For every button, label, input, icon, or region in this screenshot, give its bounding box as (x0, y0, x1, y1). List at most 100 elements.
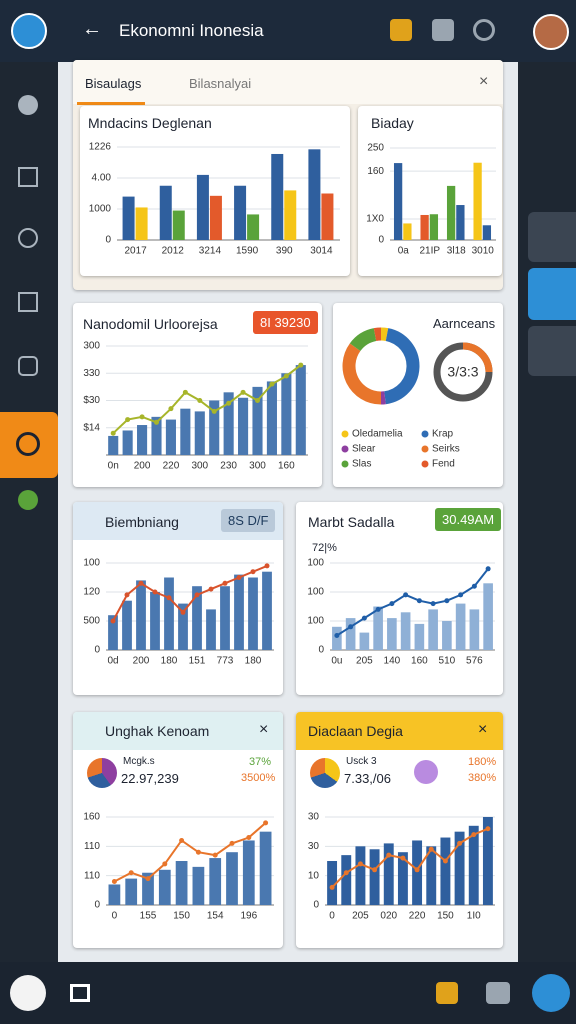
mini-pie (310, 758, 340, 788)
donut-segment (383, 328, 420, 405)
legend-label: Slear (352, 444, 376, 455)
tab[interactable]: Bilasnalyai (189, 76, 252, 91)
tab[interactable]: Bisaulags (85, 76, 142, 91)
bar (122, 196, 135, 240)
bar (393, 163, 403, 240)
card: Nanodomil Urloorejsa 8I 39230 (73, 303, 322, 487)
icon[interactable] (486, 982, 510, 1004)
bar (468, 825, 479, 905)
bar (223, 392, 234, 455)
point (226, 400, 232, 406)
close[interactable]: × (259, 721, 269, 738)
bar (332, 626, 342, 650)
nav-item[interactable] (18, 292, 38, 312)
legend-swatch (421, 445, 429, 453)
icon[interactable] (436, 982, 458, 1004)
point (194, 592, 200, 598)
point (240, 389, 246, 395)
side-tool[interactable] (528, 212, 576, 262)
icon[interactable] (473, 19, 495, 41)
x-tick-label: 3l18 (447, 246, 466, 257)
x-tick-label: 230 (220, 461, 237, 472)
bar (242, 840, 255, 905)
point (428, 846, 434, 852)
bar (483, 583, 493, 650)
bar (259, 831, 272, 905)
point (348, 624, 354, 630)
point (298, 362, 304, 368)
bar (238, 397, 249, 455)
x-tick-label: 2012 (162, 246, 185, 257)
nav-item[interactable] (18, 228, 38, 248)
profile[interactable] (10, 975, 46, 1011)
bar (383, 843, 394, 905)
bar (355, 846, 366, 905)
point (180, 609, 186, 615)
y-tick-label: 100 (83, 558, 100, 569)
icon[interactable] (390, 19, 412, 41)
point (361, 615, 367, 621)
point (334, 633, 340, 638)
point (442, 858, 448, 864)
point (110, 618, 116, 624)
bar (122, 430, 133, 455)
point (195, 849, 201, 855)
card-header (296, 712, 503, 750)
y-tick-label: 10 (308, 870, 320, 881)
bar (175, 861, 188, 905)
bar (426, 846, 437, 905)
card-header (73, 712, 283, 750)
card-title: Diaclaan Degia (308, 723, 403, 739)
legend-label: Oledamelia (352, 429, 403, 440)
logo[interactable] (11, 13, 47, 49)
side-tool[interactable] (528, 268, 576, 320)
y-tick-label: 0 (313, 900, 319, 911)
y-tick-label: 110 (84, 870, 100, 881)
point (414, 867, 420, 873)
card-title: Marbt Sadalla (308, 514, 395, 530)
point (152, 589, 158, 595)
nav-item[interactable] (18, 356, 38, 376)
close[interactable]: × (479, 73, 489, 90)
y-tick-label: 300 (83, 341, 100, 352)
bar (403, 223, 412, 240)
point (168, 406, 174, 412)
bar (125, 878, 138, 905)
bar (308, 149, 321, 240)
x-tick-label: 220 (163, 461, 180, 472)
bar (248, 577, 258, 650)
avatar[interactable] (533, 14, 569, 50)
bar (136, 580, 146, 650)
chart-title: Biaday (371, 115, 414, 131)
side-tool[interactable] (528, 326, 576, 376)
bar (482, 225, 492, 240)
legend-swatch (421, 460, 429, 468)
nav-item[interactable] (18, 95, 38, 115)
badge: 30.49AM (435, 508, 502, 531)
icon[interactable] (432, 19, 454, 41)
bar (397, 852, 408, 905)
legend-swatch (421, 430, 429, 438)
point (212, 852, 218, 858)
grid-icon[interactable] (70, 984, 90, 1002)
y-tick-label: 160 (83, 812, 100, 823)
nav-item[interactable] (16, 432, 40, 456)
point (197, 398, 203, 403)
settings[interactable] (532, 974, 570, 1012)
bar (159, 185, 172, 240)
close[interactable]: × (478, 721, 488, 738)
bar (428, 609, 438, 650)
bar (429, 214, 439, 240)
y-tick-label: 100 (307, 558, 324, 569)
legend-label: Krap (432, 429, 454, 440)
legend-swatch (341, 460, 349, 468)
back[interactable]: ← (82, 18, 102, 40)
nav-item[interactable] (18, 167, 38, 187)
point (269, 381, 275, 387)
nav-item[interactable] (18, 490, 38, 510)
y-tick-label: 100 (307, 616, 324, 627)
bar (234, 185, 247, 240)
point (375, 606, 381, 612)
point (138, 580, 144, 586)
